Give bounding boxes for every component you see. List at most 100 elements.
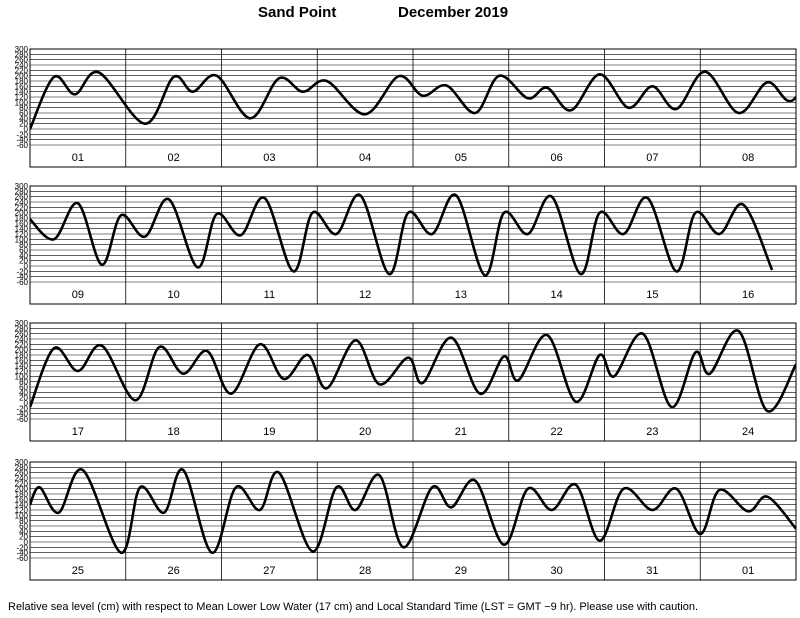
day-label: 17 xyxy=(72,426,84,438)
y-tick-label: 40 xyxy=(19,251,28,260)
day-label: 12 xyxy=(359,289,371,301)
y-tick-label: 120 xyxy=(15,506,29,515)
y-tick-label: -60 xyxy=(16,141,28,150)
y-tick-label: 200 xyxy=(15,72,29,81)
y-tick-label: 260 xyxy=(15,330,29,339)
tide-curve xyxy=(30,70,796,130)
day-label: 26 xyxy=(168,565,180,577)
y-tick-label: 180 xyxy=(15,77,29,86)
day-label: 24 xyxy=(742,426,754,438)
day-label: 08 xyxy=(742,152,754,164)
y-tick-label: 240 xyxy=(15,198,29,207)
day-label: 28 xyxy=(359,565,371,577)
day-label: 05 xyxy=(455,152,467,164)
y-tick-label: 60 xyxy=(19,522,28,531)
y-tick-label: -60 xyxy=(16,278,28,287)
panel-frame xyxy=(29,322,797,442)
y-tick-label: -20 xyxy=(16,404,28,413)
y-tick-label: 200 xyxy=(15,485,29,494)
y-tick-label: 20 xyxy=(19,394,28,403)
y-tick-label: 20 xyxy=(19,257,28,266)
day-label: 23 xyxy=(646,426,658,438)
y-tick-label: 40 xyxy=(19,527,28,536)
y-tick-label: -40 xyxy=(16,549,28,558)
day-label: 31 xyxy=(646,565,658,577)
y-tick-label: 80 xyxy=(19,378,28,387)
panel-frame xyxy=(29,185,797,305)
y-tick-label: 140 xyxy=(15,362,29,371)
y-tick-label: 0 xyxy=(24,538,29,547)
day-label: 16 xyxy=(742,289,754,301)
y-tick-label: 120 xyxy=(15,230,29,239)
y-tick-label: 140 xyxy=(15,225,29,234)
y-tick-label: -60 xyxy=(16,415,28,424)
station-name: Sand Point xyxy=(258,4,337,21)
y-tick-label: 300 xyxy=(15,319,29,328)
day-label: 27 xyxy=(263,565,275,577)
y-tick-label: 80 xyxy=(19,104,28,113)
tide-curve xyxy=(30,193,774,277)
y-tick-label: -60 xyxy=(16,554,28,563)
day-label: 04 xyxy=(359,152,371,164)
day-label: 11 xyxy=(264,289,275,301)
day-label: 21 xyxy=(455,426,467,438)
y-tick-label: 280 xyxy=(15,187,29,196)
tide-curve xyxy=(30,329,796,413)
y-tick-label: 20 xyxy=(19,533,28,542)
y-tick-label: 180 xyxy=(15,351,29,360)
y-tick-label: 40 xyxy=(19,388,28,397)
day-label: 06 xyxy=(551,152,563,164)
y-tick-label: 120 xyxy=(15,93,29,102)
panel-1: 3002802602402202001801601401201008060402… xyxy=(15,45,797,168)
y-tick-label: 100 xyxy=(15,372,29,381)
day-label: 10 xyxy=(168,289,180,301)
y-tick-label: 200 xyxy=(15,209,29,218)
panel-frame xyxy=(29,48,797,168)
y-tick-label: 260 xyxy=(15,56,29,65)
y-tick-label: 180 xyxy=(15,490,29,499)
y-tick-label: 160 xyxy=(15,219,29,228)
y-tick-label: -40 xyxy=(16,410,28,419)
y-tick-label: 60 xyxy=(19,246,28,255)
y-tick-label: 280 xyxy=(15,324,29,333)
day-label: 02 xyxy=(168,152,180,164)
day-label: 22 xyxy=(551,426,563,438)
y-tick-label: 280 xyxy=(15,50,29,59)
panel-4: 3002802602402202001801601401201008060402… xyxy=(15,458,797,581)
y-tick-label: 140 xyxy=(15,88,29,97)
y-tick-label: 260 xyxy=(15,193,29,202)
day-label: 01 xyxy=(72,152,84,164)
y-tick-label: 80 xyxy=(19,241,28,250)
chart-title: Sand Point December 2019 xyxy=(0,4,800,26)
month-year: December 2019 xyxy=(398,4,509,21)
y-tick-label: -20 xyxy=(16,543,28,552)
y-tick-label: 220 xyxy=(15,203,29,212)
day-label: 15 xyxy=(646,289,658,301)
y-tick-label: 80 xyxy=(19,517,28,526)
y-tick-label: 200 xyxy=(15,346,29,355)
day-label: 14 xyxy=(551,289,563,301)
y-tick-label: 0 xyxy=(24,125,29,134)
panel-frame xyxy=(29,461,797,581)
y-tick-label: 220 xyxy=(15,340,29,349)
y-tick-label: 60 xyxy=(19,109,28,118)
y-tick-label: 20 xyxy=(19,120,28,129)
day-label: 30 xyxy=(551,565,563,577)
y-tick-label: 220 xyxy=(15,66,29,75)
y-tick-label: 0 xyxy=(24,262,29,271)
y-tick-label: 160 xyxy=(15,495,29,504)
panel-3: 3002802602402202001801601401201008060402… xyxy=(15,319,797,442)
y-tick-label: 140 xyxy=(15,501,29,510)
tide-curve xyxy=(30,468,796,555)
y-tick-label: 100 xyxy=(15,98,29,107)
day-label: 29 xyxy=(455,565,467,577)
y-tick-label: 240 xyxy=(15,474,29,483)
y-tick-label: 0 xyxy=(24,399,29,408)
y-tick-label: 120 xyxy=(15,367,29,376)
y-tick-label: -40 xyxy=(16,136,28,145)
day-label: 19 xyxy=(263,426,275,438)
day-label: 07 xyxy=(646,152,658,164)
y-tick-label: 280 xyxy=(15,463,29,472)
y-tick-label: 60 xyxy=(19,383,28,392)
y-tick-label: 240 xyxy=(15,61,29,70)
